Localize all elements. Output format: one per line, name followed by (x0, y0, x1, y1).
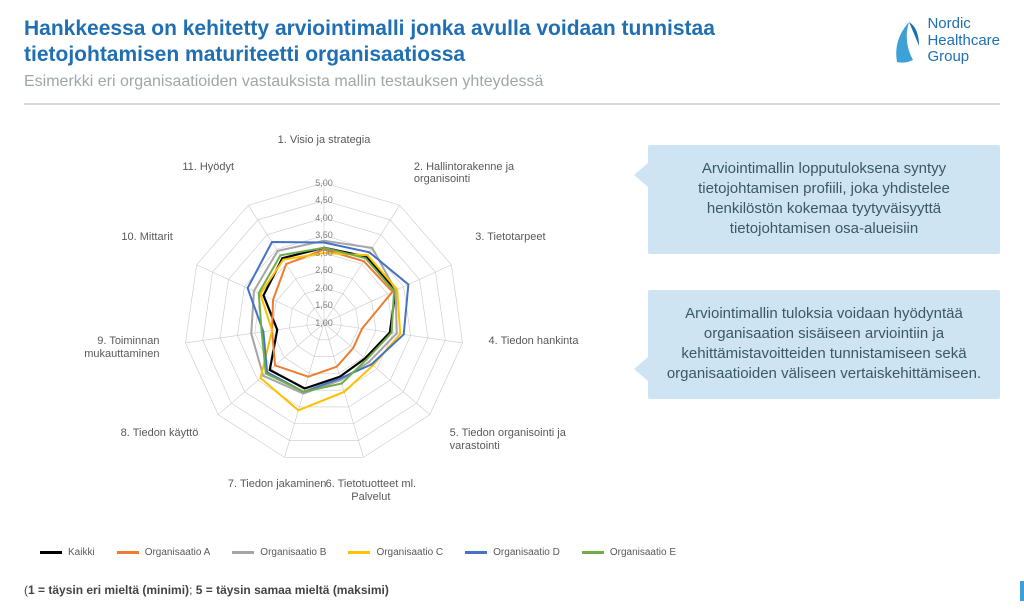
logo-line-2: Healthcare (927, 33, 1000, 50)
legend-label: Organisaatio D (493, 547, 560, 558)
legend-label: Organisaatio B (260, 547, 326, 558)
axis-label: 3. Tietotarpeet (475, 231, 615, 244)
axis-label: 8. Tiedon käyttö (58, 427, 198, 440)
axis-label: 10. Mittarit (33, 231, 173, 244)
tick-label: 2,50 (315, 265, 333, 275)
tick-label: 1,00 (315, 318, 333, 328)
legend-swatch (465, 551, 487, 554)
legend-item: Kaikki (40, 547, 95, 558)
legend-item: Organisaatio E (582, 547, 676, 558)
tick-label: 4,00 (315, 213, 333, 223)
accent-bar (1020, 581, 1024, 601)
tick-label: 3,50 (315, 230, 333, 240)
logo-text: Nordic Healthcare Group (927, 16, 1000, 66)
callout-1: Arviointimallin lopputuloksena syntyy ti… (648, 145, 1000, 254)
legend: Kaikki Organisaatio A Organisaatio B Organi… (0, 543, 1024, 558)
legend-label: Organisaatio A (145, 547, 211, 558)
header: Hankkeessa on kehitetty arviointimalli j… (0, 0, 1024, 99)
callout-2: Arviointimallin tuloksia voidaan hyödynt… (648, 290, 1000, 399)
axis-label: 4. Tiedon hankinta (489, 335, 629, 348)
legend-item: Organisaatio B (232, 547, 326, 558)
legend-item: Organisaatio D (465, 547, 560, 558)
legend-swatch (582, 551, 604, 554)
legend-swatch (40, 551, 62, 554)
axis-label: 1. Visio ja strategia (254, 134, 394, 147)
content: 1. Visio ja strategia 2. Hallintorakenne … (0, 105, 1024, 543)
logo-line-1: Nordic (927, 16, 1000, 33)
axis-label: 5. Tiedon organisointi ja varastointi (450, 427, 590, 452)
title-block: Hankkeessa on kehitetty arviointimalli j… (24, 16, 804, 91)
tick-label: 5,00 (315, 178, 333, 188)
legend-label: Organisaatio C (376, 547, 443, 558)
legend-item: Organisaatio A (117, 547, 211, 558)
logo-icon (891, 16, 921, 66)
tick-label: 4,50 (315, 195, 333, 205)
tick-label: 3,00 (315, 248, 333, 258)
legend-label: Organisaatio E (610, 547, 676, 558)
axis-label: 2. Hallintorakenne ja organisointi (414, 161, 554, 186)
page-subtitle: Esimerkki eri organisaatioiden vastauksi… (24, 73, 804, 91)
legend-item: Organisaatio C (348, 547, 443, 558)
axis-label: 9. Toiminnan mukauttaminen (19, 335, 159, 360)
logo-line-3: Group (927, 49, 1000, 66)
page-title: Hankkeessa on kehitetty arviointimalli j… (24, 16, 804, 69)
legend-swatch (232, 551, 254, 554)
scale-footer: (1 = täysin eri mieltä (minimi); 5 = täy… (24, 583, 389, 597)
legend-label: Kaikki (68, 547, 95, 558)
tick-label: 2,00 (315, 283, 333, 293)
logo: Nordic Healthcare Group (891, 16, 1000, 66)
radar-chart: 1. Visio ja strategia 2. Hallintorakenne … (24, 113, 624, 543)
axis-label: 11. Hyödyt (94, 161, 234, 174)
legend-swatch (348, 551, 370, 554)
tick-label: 1,50 (315, 300, 333, 310)
callout-column: Arviointimallin lopputuloksena syntyy ti… (648, 113, 1000, 543)
legend-swatch (117, 551, 139, 554)
axis-label: 7. Tiedon jakaminen (207, 478, 347, 491)
